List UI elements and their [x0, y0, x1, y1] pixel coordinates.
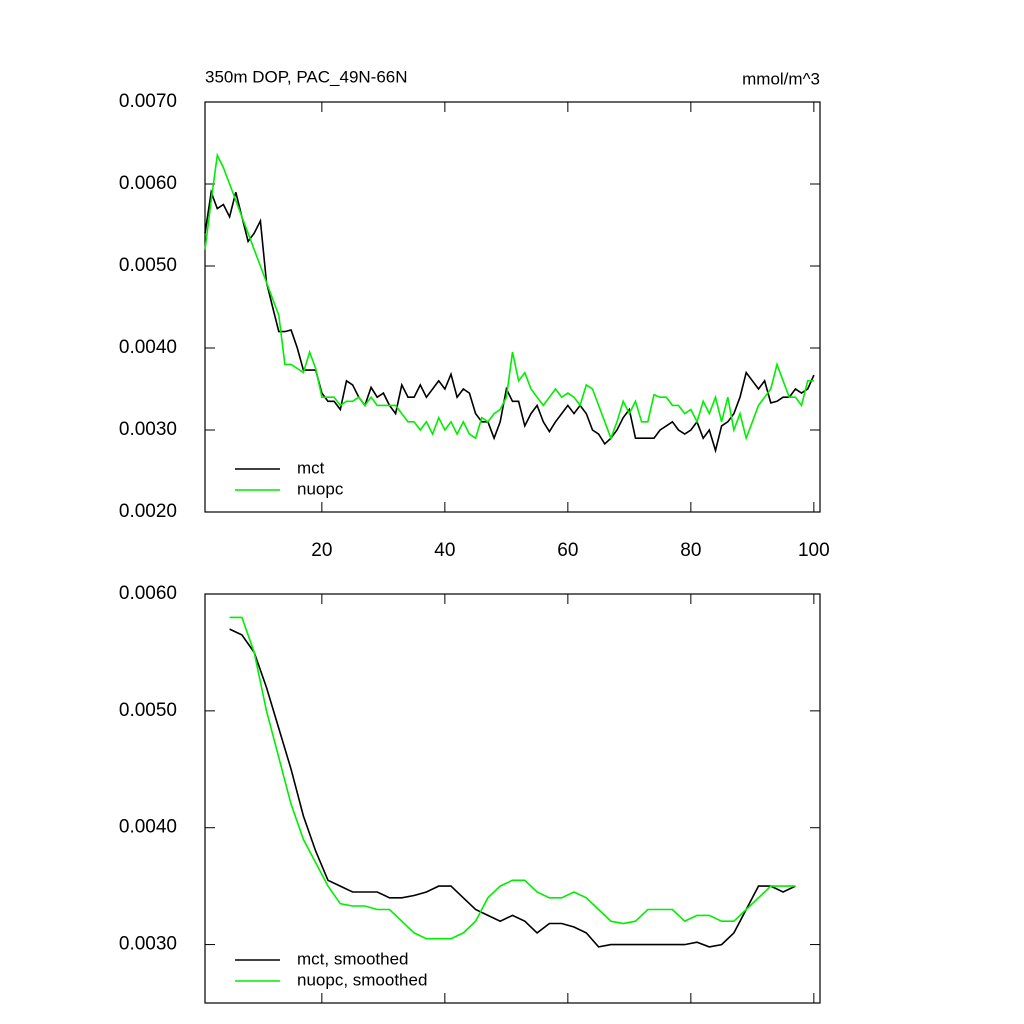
chart-title: 350m DOP, PAC_49N-66N [205, 67, 408, 86]
data-line [229, 628, 796, 948]
data-line [204, 189, 815, 454]
legend-label: mct, smoothed [297, 949, 409, 968]
x-tick-label: 40 [434, 540, 455, 561]
x-tick-label: 60 [557, 540, 578, 561]
units-label: mmol/m^3 [742, 69, 820, 88]
data-line [229, 616, 796, 940]
y-tick-label: 0.0060 [119, 173, 177, 194]
plot-frame [204, 101, 821, 513]
plot-frame [204, 593, 821, 1004]
data-line [204, 152, 814, 441]
y-tick-label: 0.0030 [119, 934, 177, 955]
y-tick-label: 0.0050 [119, 700, 177, 721]
y-tick-label: 0.0020 [119, 501, 177, 522]
x-tick-label: 80 [680, 540, 701, 561]
x-tick-label: 100 [798, 540, 830, 561]
y-tick-label: 0.0050 [119, 255, 177, 276]
legend-label: mct [297, 458, 325, 477]
y-tick-label: 0.0040 [119, 337, 177, 358]
y-tick-label: 0.0030 [119, 419, 177, 440]
x-tick-label: 20 [311, 540, 332, 561]
y-tick-label: 0.0040 [119, 817, 177, 838]
y-tick-label: 0.0070 [119, 91, 177, 112]
legend-label: nuopc, smoothed [297, 970, 427, 989]
legend-label: nuopc [297, 479, 344, 498]
y-tick-label: 0.0060 [119, 583, 177, 604]
